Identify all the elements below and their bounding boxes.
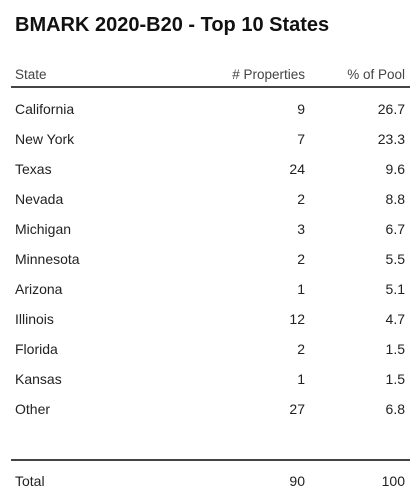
- table-row: Nevada 2 8.8: [11, 184, 410, 214]
- property-count: 3: [297, 221, 305, 237]
- state-name: Nevada: [15, 191, 64, 207]
- property-count: 27: [289, 401, 305, 417]
- header-pct-of-pool: % of Pool: [347, 67, 405, 82]
- table-row: Kansas 1 1.5: [11, 364, 410, 394]
- pool-percent: 9.6: [385, 161, 405, 177]
- property-count: 2: [297, 191, 305, 207]
- state-name: California: [15, 101, 75, 117]
- states-table: State # Properties % of Pool California …: [11, 64, 410, 496]
- table-body: California 9 26.7 New York 7 23.3 Texas …: [11, 88, 410, 424]
- property-count: 2: [297, 341, 305, 357]
- table-row: Texas 24 9.6: [11, 154, 410, 184]
- table-row: Illinois 12 4.7: [11, 304, 410, 334]
- state-name: Texas: [15, 161, 52, 177]
- property-count: 12: [289, 311, 305, 327]
- pool-percent: 1.5: [385, 341, 405, 357]
- state-name: Illinois: [15, 311, 54, 327]
- pool-percent: 5.1: [385, 281, 405, 297]
- total-divider: [11, 424, 410, 461]
- page-title: BMARK 2020-B20 - Top 10 States: [15, 14, 330, 36]
- table-row: New York 7 23.3: [11, 124, 410, 154]
- pool-percent: 8.8: [385, 191, 405, 207]
- pool-percent: 6.7: [385, 221, 405, 237]
- total-properties: 90: [289, 473, 305, 489]
- state-name: Kansas: [15, 371, 62, 387]
- property-count: 9: [297, 101, 305, 117]
- state-name: Minnesota: [15, 251, 80, 267]
- property-count: 24: [289, 161, 305, 177]
- total-row: Total 90 100: [11, 466, 410, 496]
- table-row: Michigan 3 6.7: [11, 214, 410, 244]
- table-row: Minnesota 2 5.5: [11, 244, 410, 274]
- pool-percent: 23.3: [377, 131, 405, 147]
- header-properties: # Properties: [232, 67, 305, 82]
- pool-percent: 26.7: [377, 101, 405, 117]
- table-row: Arizona 1 5.1: [11, 274, 410, 304]
- property-count: 1: [297, 371, 305, 387]
- state-name: Other: [15, 401, 51, 417]
- pool-percent: 6.8: [385, 401, 405, 417]
- table-header: State # Properties % of Pool: [11, 64, 410, 88]
- property-count: 1: [297, 281, 305, 297]
- table-row: Florida 2 1.5: [11, 334, 410, 364]
- pool-percent: 1.5: [385, 371, 405, 387]
- total-label: Total: [15, 473, 45, 489]
- pool-percent: 5.5: [385, 251, 405, 267]
- state-name: New York: [15, 131, 75, 147]
- state-name: Michigan: [15, 221, 72, 237]
- pool-percent: 4.7: [385, 311, 405, 327]
- total-pct: 100: [381, 473, 405, 489]
- state-name: Arizona: [15, 281, 63, 297]
- table-row: California 9 26.7: [11, 94, 410, 124]
- table-row: Other 27 6.8: [11, 394, 410, 424]
- property-count: 7: [297, 131, 305, 147]
- property-count: 2: [297, 251, 305, 267]
- state-name: Florida: [15, 341, 58, 357]
- header-state: State: [15, 67, 47, 82]
